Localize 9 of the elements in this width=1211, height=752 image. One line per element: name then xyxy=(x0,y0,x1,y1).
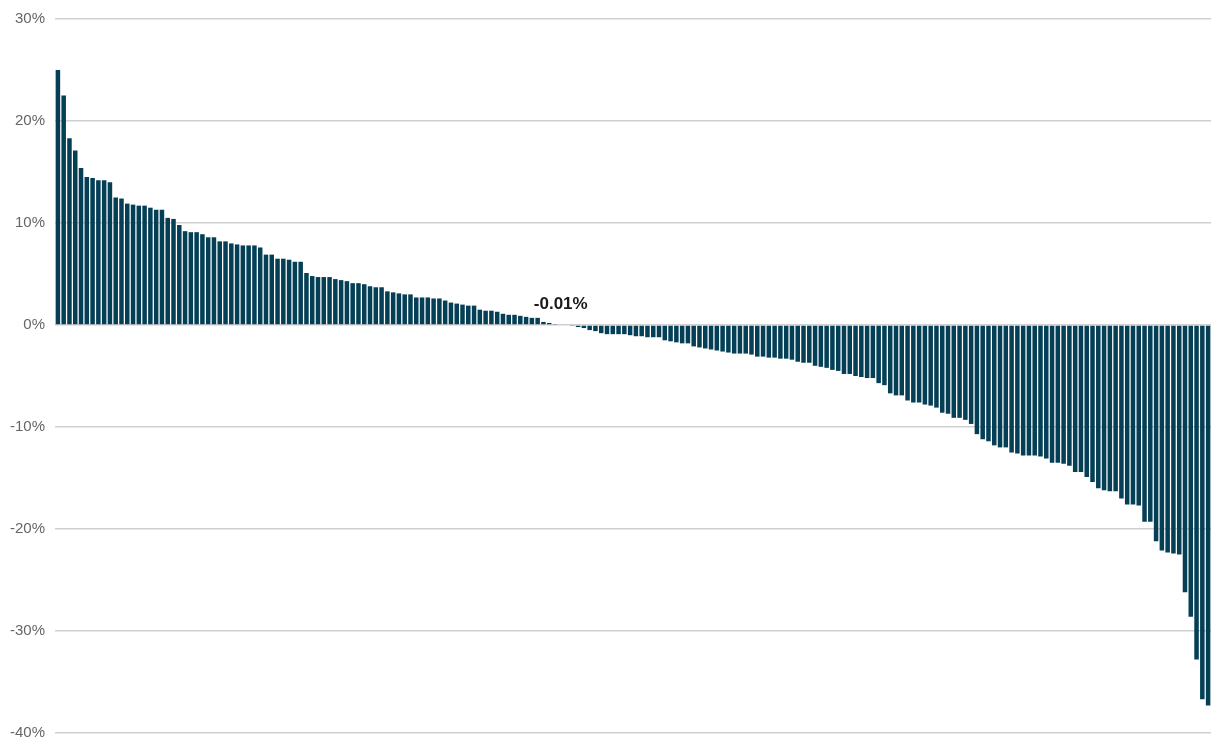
y-tick-label: -30% xyxy=(9,621,46,639)
y-tick-label: 0% xyxy=(23,315,46,333)
y-tick-label: 10% xyxy=(14,213,46,231)
y-tick-label: -40% xyxy=(9,723,46,741)
y-tick-label: 20% xyxy=(14,111,46,129)
annotation: -0.01% xyxy=(533,294,588,314)
y-tick-label: -20% xyxy=(9,519,46,537)
y-tick-label: 30% xyxy=(14,9,46,27)
y-tick-label: -10% xyxy=(9,417,46,435)
